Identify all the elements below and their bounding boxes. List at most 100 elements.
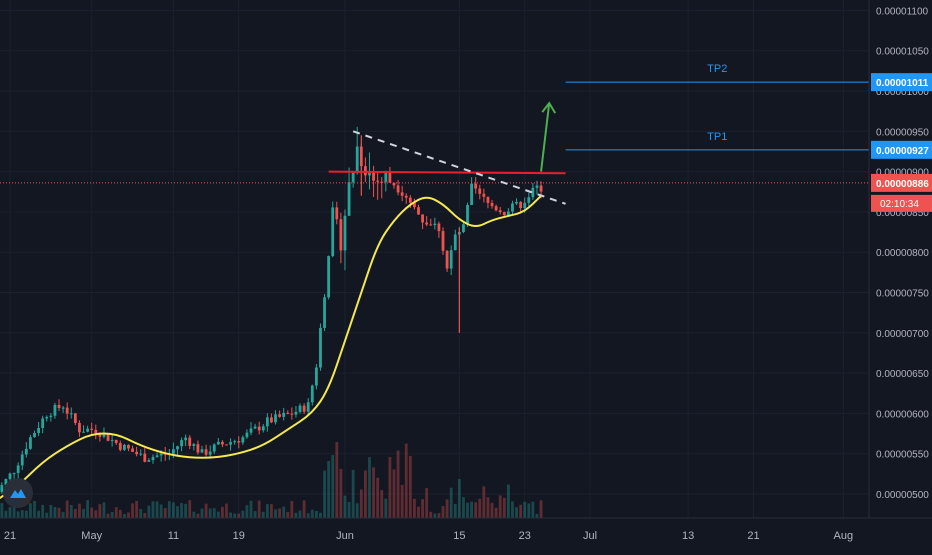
volume-bar bbox=[323, 470, 326, 518]
candle-body bbox=[221, 441, 224, 445]
volume-bar bbox=[41, 504, 45, 518]
candle-body bbox=[53, 404, 57, 416]
volume-bar bbox=[78, 503, 81, 518]
volume-bar bbox=[188, 500, 192, 518]
y-tick-label: 0.00001050 bbox=[876, 47, 929, 58]
target-label: TP1 bbox=[707, 131, 727, 143]
candle-body bbox=[482, 193, 486, 197]
candle-body bbox=[110, 439, 114, 441]
candle-body bbox=[176, 446, 179, 450]
x-tick-label: Jul bbox=[583, 530, 597, 542]
tradingview-logo[interactable] bbox=[3, 478, 33, 508]
candle-body bbox=[376, 180, 380, 182]
candle-body bbox=[249, 428, 253, 433]
candle-body bbox=[380, 181, 384, 183]
candle-body bbox=[155, 455, 159, 457]
candle-body bbox=[282, 412, 286, 417]
volume-bar bbox=[118, 509, 122, 518]
volume-bar bbox=[351, 469, 355, 518]
candle-body bbox=[368, 171, 371, 176]
candle-body bbox=[347, 182, 351, 216]
volume-bar bbox=[298, 510, 302, 518]
volume-bar bbox=[37, 510, 40, 518]
volume-bar bbox=[511, 501, 514, 518]
candle-body bbox=[151, 456, 155, 461]
candle-body bbox=[208, 451, 212, 455]
volume-bar bbox=[94, 510, 98, 518]
y-tick-label: 0.00000650 bbox=[876, 369, 929, 380]
x-tick-label: 13 bbox=[682, 530, 694, 542]
volume-bar bbox=[494, 507, 498, 518]
candle-body bbox=[445, 250, 449, 269]
volume-bar bbox=[253, 511, 257, 518]
volume-bar bbox=[498, 495, 502, 518]
volume-bar bbox=[208, 508, 212, 518]
candle-body bbox=[515, 201, 518, 204]
volume-bar bbox=[53, 507, 57, 518]
y-tick-label: 0.00001100 bbox=[876, 6, 929, 17]
candle-body bbox=[192, 444, 196, 446]
candle-body bbox=[535, 185, 539, 188]
candle-body bbox=[396, 185, 400, 193]
candle-body bbox=[102, 433, 106, 437]
candle-body bbox=[408, 197, 412, 203]
volume-bar bbox=[445, 499, 449, 518]
volume-bar bbox=[225, 503, 228, 518]
volume-bar bbox=[127, 512, 130, 518]
candle-body bbox=[65, 407, 69, 414]
volume-bar bbox=[466, 502, 469, 518]
volume-bar bbox=[237, 513, 241, 518]
candle-body bbox=[45, 416, 49, 419]
candle-body bbox=[229, 442, 232, 445]
candle-body bbox=[216, 441, 220, 445]
candle-body bbox=[188, 437, 192, 446]
candle-body bbox=[327, 256, 331, 298]
volume-bar bbox=[90, 507, 94, 518]
candle-body bbox=[331, 207, 335, 257]
candle-body bbox=[118, 443, 122, 450]
candle-body bbox=[404, 195, 408, 198]
axes: 0.00001100 0.00001050 0.00001000 0.00000950… bbox=[0, 0, 932, 542]
volume-bar bbox=[421, 499, 424, 518]
volume-bar bbox=[470, 501, 474, 518]
x-tick-label: 11 bbox=[168, 530, 179, 542]
volume-bar bbox=[167, 501, 171, 518]
target-price-tag-text: 0.00000927 bbox=[876, 146, 929, 157]
volume-bar bbox=[200, 508, 204, 518]
volume-bar bbox=[24, 510, 28, 518]
volume-bar bbox=[302, 500, 306, 518]
volume-bar bbox=[65, 500, 69, 518]
volume-bar bbox=[180, 503, 183, 518]
candle-body bbox=[24, 448, 28, 455]
candle-body bbox=[527, 197, 531, 203]
volume-bar bbox=[110, 511, 114, 518]
volume-bar bbox=[33, 501, 36, 518]
volume-bar bbox=[86, 500, 90, 518]
volume-bar bbox=[204, 503, 208, 518]
volume-bar bbox=[265, 504, 269, 518]
x-tick-label: 19 bbox=[233, 530, 245, 542]
volume-bar bbox=[478, 498, 482, 518]
candle-body bbox=[502, 212, 506, 216]
price-tags: 0.00000927 0.00001011 0.00000886 02:10:34 bbox=[871, 73, 932, 212]
current-price-tag-text: 0.00000886 bbox=[876, 179, 929, 190]
volume-bar bbox=[249, 500, 253, 518]
volume-bar bbox=[147, 505, 151, 518]
candle-body bbox=[127, 444, 130, 449]
candle-body bbox=[363, 166, 367, 176]
candle-body bbox=[204, 449, 208, 455]
candle-body bbox=[4, 479, 8, 486]
candle-body bbox=[310, 385, 314, 403]
volume-bar bbox=[270, 504, 273, 518]
candle-body bbox=[78, 422, 81, 433]
target-price-tag bbox=[871, 73, 932, 92]
volume-bar bbox=[139, 508, 143, 518]
volume-bar bbox=[159, 504, 163, 518]
candle-body bbox=[314, 367, 318, 386]
volume-bar bbox=[122, 513, 126, 518]
candle-body bbox=[506, 211, 510, 216]
volume-bar bbox=[241, 510, 245, 518]
candle-body bbox=[286, 412, 290, 414]
volume-bar bbox=[404, 443, 408, 518]
